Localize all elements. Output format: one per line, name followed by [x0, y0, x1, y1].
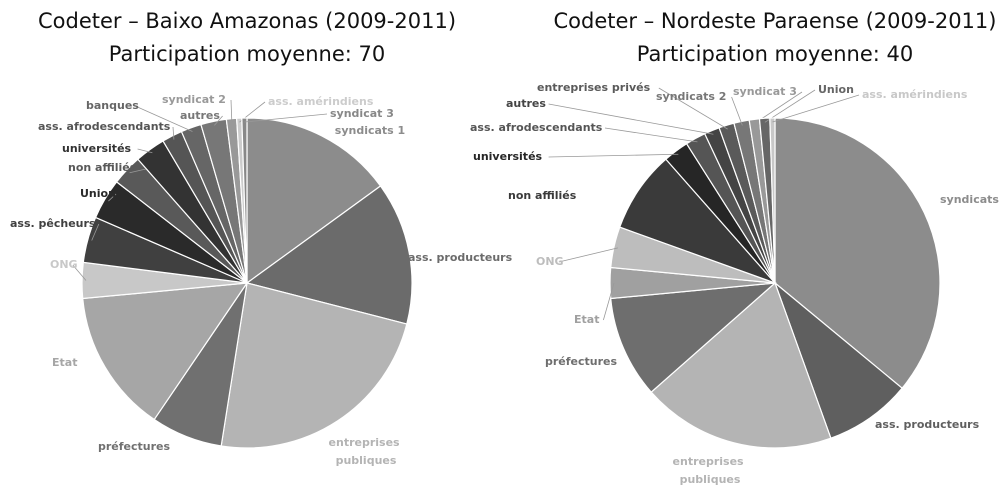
pie-slice: [650, 281, 832, 449]
slice-label: entreprises publiques: [329, 436, 404, 467]
chart-subtitle: Participation moyenne: 40: [637, 42, 913, 66]
leader-line: [558, 247, 618, 263]
slice-label: ONG: [536, 255, 564, 268]
pie-slice: [773, 281, 903, 440]
slice-label: ass. amérindiens: [862, 88, 968, 101]
slice-label: syndicats 1: [335, 124, 405, 137]
slice-label: ass. afrodescendants: [38, 120, 171, 133]
slice-label: syndicats 2: [656, 90, 726, 103]
slice-label: entreprises privés: [537, 81, 651, 94]
leader-line: [108, 193, 117, 202]
slice-label: syndicats 1: [940, 193, 1002, 206]
pie-slice: [82, 282, 249, 421]
leader-line: [772, 94, 860, 123]
slice-label: syndicat 3: [330, 107, 394, 120]
pie-slice: [769, 117, 776, 284]
slice-label: ONG: [50, 258, 78, 271]
slice-label: Union: [818, 83, 854, 96]
slice-label: ass. pêcheurs: [10, 217, 96, 230]
leader-line: [658, 87, 728, 130]
slice-label: Etat: [574, 313, 599, 326]
leader-line: [603, 282, 615, 321]
pie-slice: [241, 117, 248, 284]
leader-line: [137, 148, 153, 154]
slice-label: syndicat 2: [162, 93, 226, 106]
leader-line: [72, 264, 87, 281]
chart-subtitle: Participation moyenne: 70: [109, 42, 385, 66]
slice-label: non affiliés: [508, 189, 577, 202]
leader-line: [604, 127, 698, 143]
slice-label: ass. amérindiens: [268, 95, 374, 108]
leader-line: [548, 153, 679, 158]
leader-line: [172, 126, 175, 140]
leader-line: [548, 103, 714, 135]
chart-title: Codeter – Baixo Amazonas (2009-2011): [38, 9, 456, 33]
leader-line: [731, 96, 743, 126]
leader-line: [244, 113, 328, 123]
slice-label: universités: [62, 142, 132, 155]
pie-slice: [245, 185, 413, 325]
slice-label: préfectures: [98, 440, 171, 453]
slice-label: ass. afrodescendants: [470, 121, 603, 134]
chart-title: Codeter – Nordeste Paraense (2009-2011): [554, 9, 997, 33]
leader-line: [230, 99, 233, 123]
pie-slice: [774, 117, 941, 390]
slice-label: banques: [86, 99, 139, 112]
pie-slice: [246, 117, 382, 285]
leader-line: [91, 223, 100, 241]
pie-slice: [610, 282, 777, 393]
slice-label: entreprises publiques: [673, 455, 748, 485]
slice-label: ass. producteurs: [408, 251, 513, 264]
leader-line: [214, 115, 223, 126]
slice-label: autres: [180, 109, 220, 122]
slice-label: préfectures: [545, 355, 618, 368]
leader-line: [135, 105, 193, 132]
slice-label: non affiliés: [68, 161, 137, 174]
slice-label: Union: [80, 187, 116, 200]
slice-label: syndicat 3: [733, 85, 797, 98]
slice-label: ass. producteurs: [875, 418, 980, 431]
slice-label: universités: [473, 150, 543, 163]
pie-slice: [220, 282, 408, 449]
slice-label: autres: [506, 97, 546, 110]
slice-label: Etat: [52, 356, 77, 369]
leader-line: [764, 89, 816, 123]
